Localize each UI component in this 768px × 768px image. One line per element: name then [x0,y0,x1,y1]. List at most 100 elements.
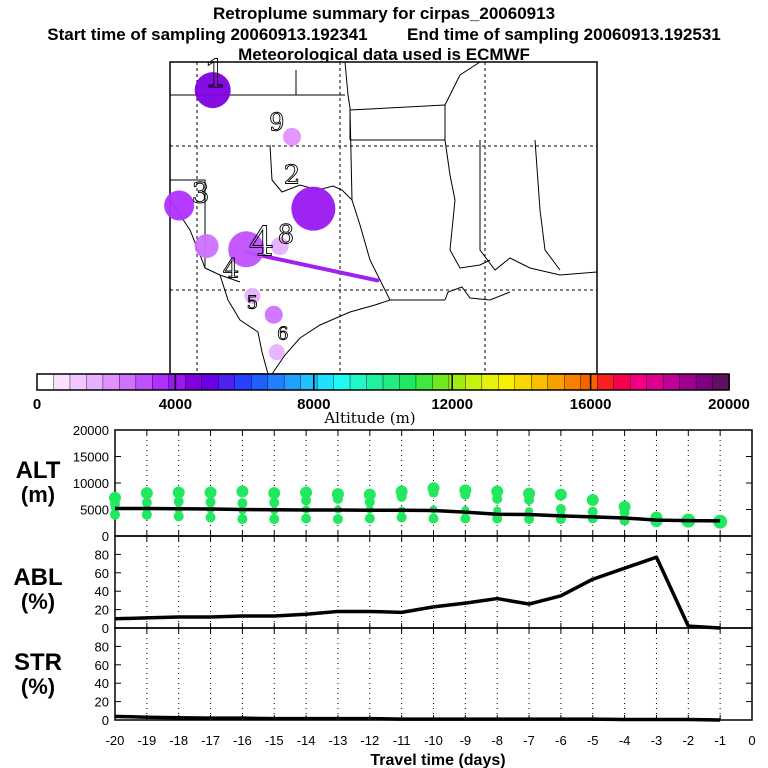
x-tick-label: -14 [297,733,316,748]
colorbar-cell [250,373,269,391]
colorbar-cell [53,373,71,391]
plume-trajectory-line [244,250,380,283]
colorbar-cell [646,373,664,391]
alt-marker [268,487,281,500]
abl-series-line [114,555,721,630]
alt-marker [172,486,185,499]
x-tick-label: -12 [360,733,379,748]
plume-day-label: 5 [247,292,258,313]
alt-marker [396,491,407,502]
colorbar-cell [415,373,434,391]
plume-day-label: 4 [249,219,274,265]
alt-marker [428,513,439,524]
colorbar-cell [36,373,55,391]
alt-ytick-label: 20000 [73,423,109,438]
alt-ytick-label: 0 [102,529,109,544]
str-ytick-label: 0 [102,713,109,728]
colorbar-cell [168,373,187,391]
str-panel: 0 20 40 60 80 STR(%) [14,627,753,728]
alt-marker [269,497,280,508]
abl-ytick-label: 20 [95,603,109,618]
alt-marker [332,493,343,504]
plume-points [164,72,336,361]
x-tick-label: -11 [393,733,411,748]
abl-panel: 0 20 40 60 80 ABL(%) [13,535,753,636]
altitude-colorbar: 0 4000 8000 12000 16000 20000 Altitude (m) [33,373,750,427]
colorbar-cell [531,373,549,391]
alt-marker [141,509,152,520]
plume-point [264,305,283,324]
plume-point [244,288,261,304]
alt-marker [269,514,280,525]
alt-marker [204,486,217,499]
colorbar-cell [695,373,714,391]
colorbar-cell [102,373,121,391]
colorbar-cell [316,373,335,391]
colorbar-cell [514,373,533,391]
x-tick-label: -20 [106,733,125,748]
colorbar-cell [465,373,483,391]
map-graticule [170,62,597,374]
colorbar-frame [36,373,730,391]
colorbar-cell [119,373,137,391]
alt-marker [460,489,471,500]
colorbar-cell [267,373,285,391]
alt-marker [205,497,216,508]
plume-day-label: 1 [204,52,228,96]
alt-ytick-label: 10000 [73,476,109,491]
x-tick-label: -4 [619,733,631,748]
x-tick-label: -18 [169,733,188,748]
plume-point [164,190,195,221]
alt-marker [492,493,503,504]
timeseries-panels: 05000100001500020000ALT(m)020406080ABL(%… [13,423,755,768]
alt-marker [363,488,376,501]
colorbar-tick-label: 16000 [570,396,612,413]
str-ytick-label: 40 [95,676,109,691]
plume-point [194,72,231,109]
colorbar-cell [349,373,368,391]
plume-day-label: 8 [278,220,295,250]
colorbar-cell [613,373,631,391]
chart-title: Retroplume summary for cirpas_20060913 [212,4,556,23]
abl-ytick-label: 0 [102,621,109,636]
alt-marker [301,495,312,506]
colorbar-cell [300,373,318,391]
alt-marker [173,496,184,507]
alt-marker [524,514,535,525]
colorbar-cell [218,373,236,391]
alt-marker [237,514,248,525]
x-tick-label: -17 [201,733,220,748]
str-ytick-label: 20 [95,695,109,710]
colorbar-cell [201,373,220,391]
plume-point [268,344,285,361]
colorbar-cell [366,373,384,391]
alt-marker [300,486,313,499]
abl-unit-label: (%) [21,589,55,614]
alt-marker [140,487,153,500]
colorbar-cell [399,373,417,391]
x-tick-label: -2 [683,733,695,748]
abl-ytick-label: 60 [95,566,109,581]
alt-ytick-label: 15000 [73,450,109,465]
alt-marker [173,511,184,522]
colorbar-tick-label: 20000 [708,396,750,413]
str-unit-label: (%) [21,674,55,699]
alt-label: ALT [16,457,61,484]
colorbar-tick-label: 0 [33,396,41,413]
plume-point [194,234,219,259]
str-ytick-label: 80 [95,639,109,654]
x-tick-label: -15 [265,733,284,748]
sampling-times: Start time of sampling 20060913.192341 E… [0,25,768,45]
alt-series-line [115,506,721,523]
plume-day-label: 4 [223,254,240,284]
start-time-label: Start time of sampling 20060913.192341 [47,25,368,44]
colorbar-tick-label: 4000 [159,396,192,413]
alt-marker [364,497,375,508]
plume-day-label: 6 [277,324,288,345]
abl-ytick-label: 40 [95,584,109,599]
colorbar-cell [481,373,500,391]
colorbar-cell [152,373,170,391]
colorbar-cell [432,373,450,391]
